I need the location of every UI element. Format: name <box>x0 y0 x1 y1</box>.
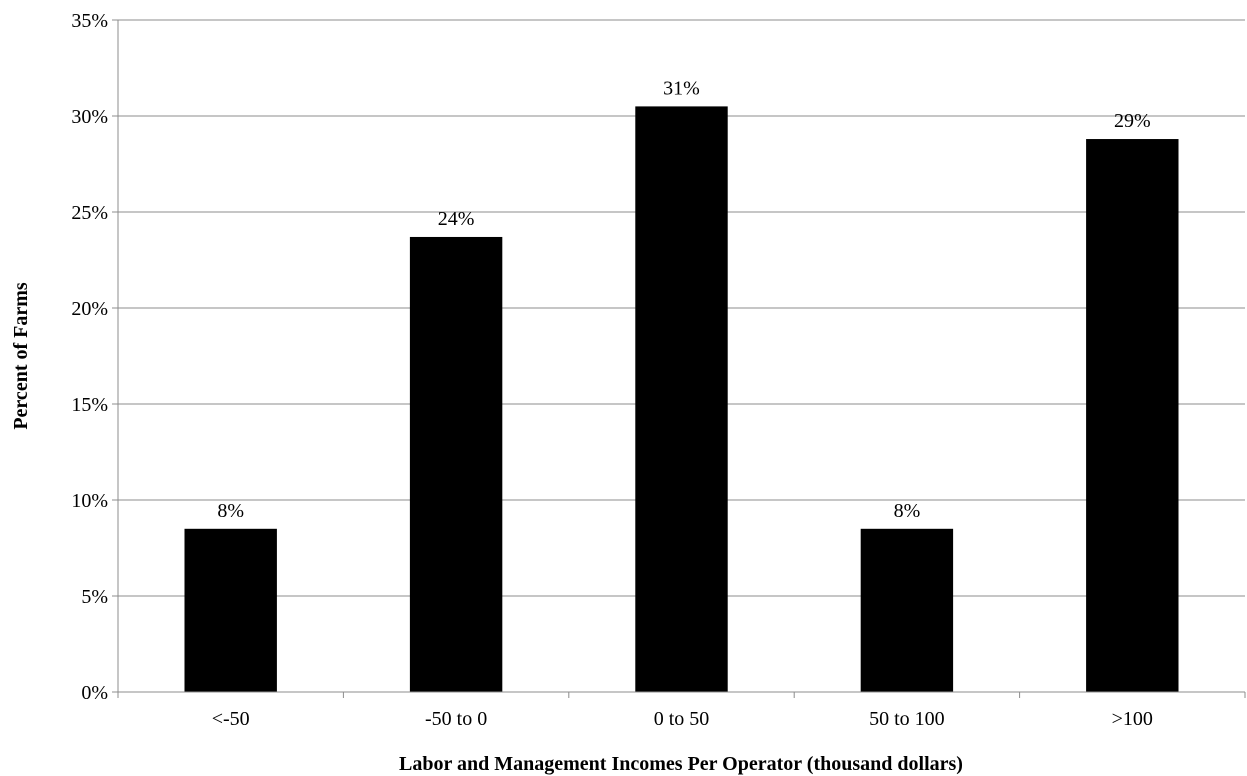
y-axis-title: Percent of Farms <box>10 282 32 430</box>
x-tick-label: 50 to 100 <box>869 708 945 730</box>
labels: 0% 5% 10% 15% 20% 25% 30% 35% 8% <-50 24% -50 to 0 3… <box>71 10 1153 730</box>
y-tick-label: 35% <box>71 10 108 32</box>
y-tick-label: 20% <box>71 298 108 320</box>
x-tick-label: <-50 <box>212 708 250 730</box>
y-tick-label: 30% <box>71 106 108 128</box>
bar <box>184 528 277 692</box>
x-axis-title: Labor and Management Incomes Per Operato… <box>399 753 963 775</box>
y-tick-label: 15% <box>71 394 108 416</box>
bar <box>409 236 503 692</box>
bar <box>1086 139 1179 693</box>
x-tick-label: -50 to 0 <box>425 708 487 730</box>
bar-data-label: 24% <box>438 208 475 230</box>
x-tick-label: >100 <box>1112 708 1153 730</box>
y-tick-label: 10% <box>71 490 108 512</box>
y-tick-label: 25% <box>71 202 108 224</box>
bar-data-label: 31% <box>663 77 700 99</box>
bar <box>635 106 728 692</box>
bars <box>184 106 1179 693</box>
bar <box>860 528 954 692</box>
y-tick-label: 0% <box>81 682 108 704</box>
bar-data-label: 8% <box>217 500 244 522</box>
bar-data-label: 29% <box>1114 110 1151 132</box>
bar-data-label: 8% <box>894 500 921 522</box>
axes <box>112 19 1246 698</box>
y-tick-label: 5% <box>81 586 108 608</box>
x-tick-label: 0 to 50 <box>654 708 710 730</box>
